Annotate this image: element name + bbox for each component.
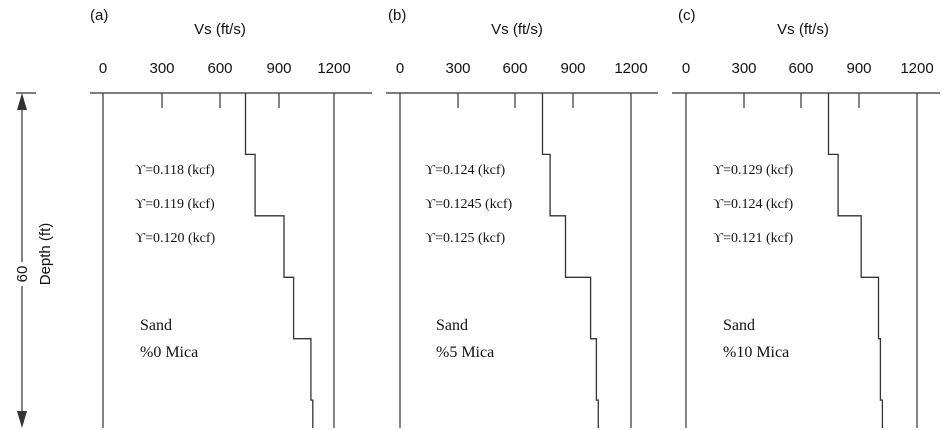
x-tick-label: 900 bbox=[560, 60, 585, 77]
panel-c: (c) Vs (ft/s) 0 300 600 900 1200 ϒ=0.129… bbox=[672, 7, 940, 428]
x-tick-label: 1200 bbox=[900, 60, 933, 77]
vs-profile-line-c bbox=[827, 93, 884, 428]
soil-type-label: Sand bbox=[436, 317, 468, 334]
unit-weight-label: ϒ=0.124 (kcf) bbox=[713, 197, 794, 212]
mica-content-label: %5 Mica bbox=[436, 344, 494, 361]
depth-axis-label: Depth (ft) bbox=[37, 223, 54, 286]
soil-type-label: Sand bbox=[140, 317, 172, 334]
depth-value-bg bbox=[14, 262, 30, 286]
x-axis-title: Vs (ft/s) bbox=[777, 21, 829, 38]
x-tick-label: 600 bbox=[502, 60, 527, 77]
x-axis-title: Vs (ft/s) bbox=[491, 21, 543, 38]
x-tick-label: 600 bbox=[788, 60, 813, 77]
depth-arrow-up-head bbox=[17, 93, 27, 110]
panel-b: (b) Vs (ft/s) 0 300 600 900 1200 ϒ=0.124… bbox=[386, 7, 658, 428]
unit-weight-label: ϒ=0.129 (kcf) bbox=[713, 163, 794, 178]
x-tick-label: 900 bbox=[846, 60, 871, 77]
unit-weight-label: ϒ=0.121 (kcf) bbox=[713, 231, 794, 246]
unit-weight-label: ϒ=0.125 (kcf) bbox=[425, 231, 506, 246]
x-axis-title: Vs (ft/s) bbox=[194, 21, 246, 38]
unit-weight-label: ϒ=0.1245 (kcf) bbox=[425, 197, 513, 212]
x-tick-label: 1200 bbox=[317, 60, 350, 77]
mica-content-label: %0 Mica bbox=[140, 344, 198, 361]
vs-profile-line-b bbox=[541, 93, 599, 428]
x-tick-label: 300 bbox=[731, 60, 756, 77]
unit-weight-label: ϒ=0.118 (kcf) bbox=[135, 163, 215, 178]
x-tick-label: 900 bbox=[266, 60, 291, 77]
depth-arrow-down-head bbox=[17, 411, 27, 428]
unit-weight-label: ϒ=0.124 (kcf) bbox=[425, 163, 506, 178]
unit-weight-label: ϒ=0.120 (kcf) bbox=[135, 231, 216, 246]
x-tick-label: 0 bbox=[99, 60, 107, 77]
vs-profile-line-a bbox=[244, 93, 314, 428]
x-tick-label: 0 bbox=[682, 60, 690, 77]
panel-a: (a) Vs (ft/s) 0 300 600 900 1200 ϒ=0.118… bbox=[90, 7, 372, 428]
x-tick-label: 300 bbox=[149, 60, 174, 77]
x-tick-label: 600 bbox=[207, 60, 232, 77]
x-tick-label: 1200 bbox=[614, 60, 647, 77]
panel-label: (b) bbox=[388, 7, 406, 24]
x-tick-label: 300 bbox=[445, 60, 470, 77]
depth-axis: 60 Depth (ft) bbox=[14, 92, 54, 428]
panel-label: (c) bbox=[678, 7, 696, 24]
unit-weight-label: ϒ=0.119 (kcf) bbox=[135, 197, 215, 212]
soil-type-label: Sand bbox=[723, 317, 755, 334]
panel-label: (a) bbox=[90, 7, 108, 24]
mica-content-label: %10 Mica bbox=[723, 344, 789, 361]
depth-value: 60 bbox=[14, 266, 31, 283]
x-tick-label: 0 bbox=[396, 60, 404, 77]
